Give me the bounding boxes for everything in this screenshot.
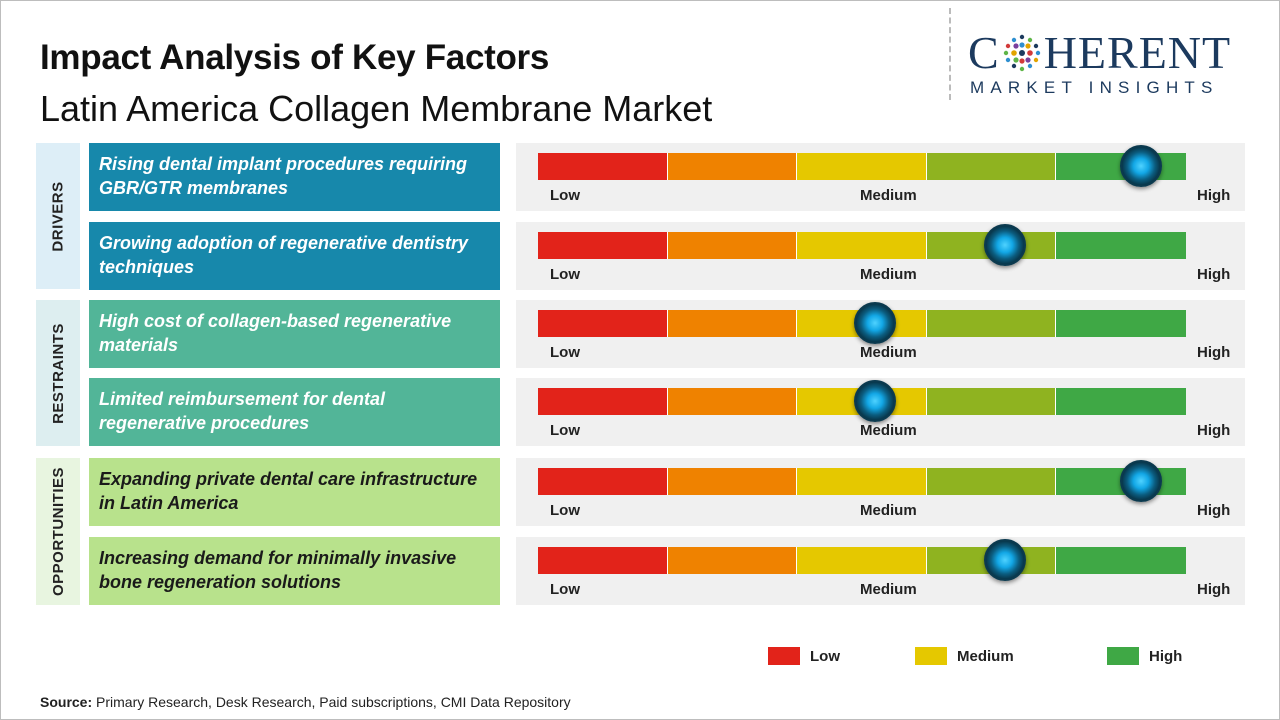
gauge-segment (538, 468, 668, 495)
source-note: Source: Primary Research, Desk Research,… (40, 694, 571, 710)
impact-gauge: Low Medium High (516, 458, 1245, 526)
factor-box: Increasing demand for minimally invasive… (89, 537, 500, 605)
gauge-high-label: High (1197, 581, 1231, 598)
category-restraints: RESTRAINTS (36, 300, 80, 446)
logo-letter-c: C (968, 27, 1000, 78)
gauge-bar (538, 310, 1186, 337)
gauge-segment (667, 547, 798, 574)
category-label: OPPORTUNITIES (49, 466, 67, 597)
gauge-segment (1056, 310, 1186, 337)
gauge-marker (983, 539, 1026, 581)
gauge-bar (538, 232, 1186, 259)
gauge-segment (926, 388, 1057, 415)
gauge-low-label: Low (550, 187, 580, 204)
factor-box: Expanding private dental care infrastruc… (89, 458, 500, 526)
impact-gauge: Low Medium High (516, 378, 1245, 446)
gauge-high-label: High (1197, 187, 1231, 204)
legend-swatch (768, 647, 800, 665)
logo-dots-icon (1002, 33, 1042, 73)
gauge-medium-label: Medium (860, 502, 917, 519)
factor-box: Limited reimbursement for dental regener… (89, 378, 500, 446)
gauge-high-label: High (1197, 502, 1231, 519)
impact-gauge: Low Medium High (516, 143, 1245, 211)
gauge-segment (538, 388, 668, 415)
gauge-low-label: Low (550, 502, 580, 519)
gauge-segment (667, 388, 798, 415)
legend-swatch (1107, 647, 1139, 665)
gauge-marker (1119, 460, 1162, 502)
gauge-segment (926, 310, 1057, 337)
gauge-segment (1056, 232, 1186, 259)
gauge-medium-label: Medium (860, 187, 917, 204)
gauge-segment (1056, 388, 1186, 415)
gauge-segment (797, 232, 927, 259)
gauge-medium-label: Medium (860, 344, 917, 361)
gauge-segment (667, 468, 798, 495)
gauge-segment (926, 153, 1057, 180)
legend-swatch (915, 647, 947, 665)
legend-item-medium: Medium (915, 647, 1014, 665)
gauge-low-label: Low (550, 266, 580, 283)
legend-label: Low (810, 647, 840, 665)
source-label: Source: (40, 694, 93, 710)
impact-gauge: Low Medium High (516, 222, 1245, 290)
gauge-high-label: High (1197, 266, 1231, 283)
gauge-segment (667, 232, 798, 259)
gauge-low-label: Low (550, 581, 580, 598)
gauge-medium-label: Medium (860, 581, 917, 598)
header-divider (949, 8, 951, 100)
gauge-segment (538, 310, 668, 337)
legend-item-high: High (1107, 647, 1182, 665)
gauge-segment (797, 153, 927, 180)
gauge-marker (853, 380, 896, 422)
gauge-high-label: High (1197, 344, 1231, 361)
gauge-segment (667, 153, 798, 180)
page-subtitle: Latin America Collagen Membrane Market (40, 88, 713, 129)
impact-gauge: Low Medium High (516, 300, 1245, 368)
category-drivers: DRIVERS (36, 143, 80, 289)
gauge-segment (1056, 547, 1186, 574)
gauge-marker (853, 302, 896, 344)
company-logo: C (968, 30, 1260, 100)
gauge-medium-label: Medium (860, 422, 917, 439)
gauge-segment (926, 468, 1057, 495)
gauge-low-label: Low (550, 344, 580, 361)
gauge-bar (538, 547, 1186, 574)
gauge-marker (983, 224, 1026, 266)
factor-box: Growing adoption of regenerative dentist… (89, 222, 500, 290)
gauge-segment (538, 232, 668, 259)
legend-label: High (1149, 647, 1183, 665)
gauge-low-label: Low (550, 422, 580, 439)
category-label: DRIVERS (49, 180, 67, 252)
gauge-high-label: High (1197, 422, 1231, 439)
source-text: Primary Research, Desk Research, Paid su… (92, 694, 571, 710)
legend-label: Medium (957, 647, 1014, 665)
factor-box: High cost of collagen-based regenerative… (89, 300, 500, 368)
category-label: RESTRAINTS (49, 322, 67, 424)
impact-gauge: Low Medium High (516, 537, 1245, 605)
gauge-segment (797, 547, 927, 574)
gauge-marker (1119, 145, 1162, 187)
gauge-segment (538, 547, 668, 574)
gauge-bar (538, 153, 1186, 180)
category-opportunities: OPPORTUNITIES (36, 458, 80, 605)
logo-tagline: MARKET INSIGHTS (970, 78, 1219, 97)
gauge-bar (538, 388, 1186, 415)
factor-box: Rising dental implant procedures requiri… (89, 143, 500, 211)
gauge-medium-label: Medium (860, 266, 917, 283)
gauge-bar (538, 468, 1186, 495)
legend-item-low: Low (768, 647, 840, 665)
gauge-segment (797, 468, 927, 495)
gauge-segment (667, 310, 798, 337)
logo-letters-herent: HERENT (1043, 27, 1232, 78)
gauge-segment (538, 153, 668, 180)
page-title: Impact Analysis of Key Factors (40, 38, 550, 77)
